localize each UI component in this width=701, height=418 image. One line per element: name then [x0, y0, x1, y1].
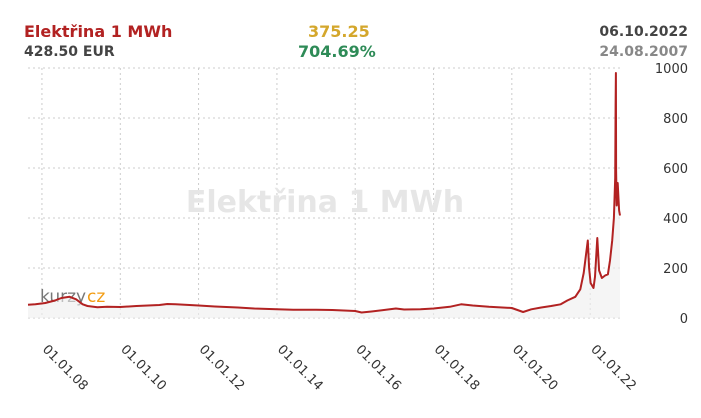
x-tick-label: 01.01.12 [196, 342, 248, 394]
x-tick-label: 01.01.20 [509, 342, 561, 394]
x-tick-label: 01.01.10 [117, 342, 169, 394]
x-tick-label: 01.01.14 [274, 342, 326, 394]
y-tick-label: 1000 [655, 62, 688, 77]
chart-marks [27, 72, 621, 318]
x-tick-label: 01.01.22 [587, 342, 639, 394]
logo-text-accent: cz [87, 287, 105, 307]
price-change-percent: 704.69% [298, 42, 376, 61]
chart-title: Elektřina 1 MWh [24, 22, 173, 41]
current-price: 428.50 EUR [24, 44, 115, 60]
x-tick-label: 01.01.08 [39, 342, 91, 394]
x-tick-label: 01.01.18 [431, 342, 483, 394]
chart-watermark: Elektřina 1 MWh [186, 185, 464, 220]
y-axis-ticks: 0 200 400 600 800 1000 [655, 62, 688, 327]
start-date: 24.08.2007 [599, 44, 688, 60]
y-tick-label: 200 [663, 262, 688, 277]
series-line [27, 72, 621, 314]
y-tick-label: 0 [680, 312, 688, 327]
y-tick-label: 400 [663, 212, 688, 227]
y-tick-label: 800 [663, 112, 688, 127]
y-tick-label: 600 [663, 162, 688, 177]
x-tick-label: 01.01.16 [352, 342, 404, 394]
price-change: 375.25 [308, 22, 370, 41]
x-axis-ticks: 01.01.08 01.01.10 01.01.12 01.01.14 01.01.16… [39, 342, 639, 394]
end-date: 06.10.2022 [599, 24, 688, 40]
